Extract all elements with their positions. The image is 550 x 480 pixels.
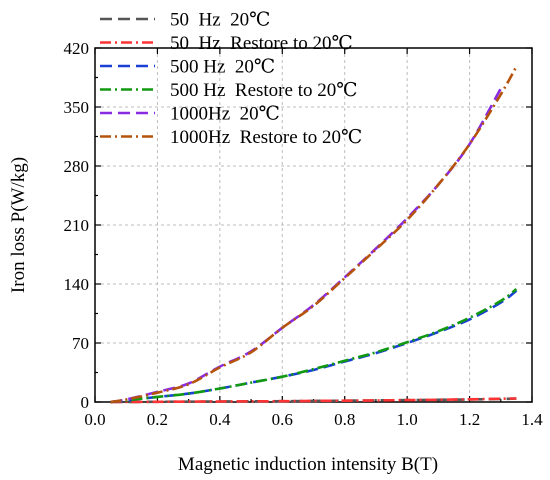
y-tick-label: 350	[64, 98, 90, 117]
y-tick-label: 140	[64, 275, 90, 294]
series-line-1	[110, 397, 517, 404]
series-line-2	[110, 289, 518, 404]
series-line-3	[110, 288, 518, 404]
legend-label-4: 1000Hz 20℃	[170, 104, 280, 125]
y-tick-label: 0	[81, 393, 90, 412]
x-tick-label: 0.8	[334, 410, 355, 429]
x-tick-label: 1.4	[521, 410, 543, 429]
series-lines	[110, 65, 518, 404]
legend-label-5: 1000Hz Restore to 20℃	[170, 127, 362, 148]
legend-label-0: 50 Hz 20℃	[170, 10, 270, 31]
legend: 50 Hz 20℃50 Hz Restore to 20℃ 500 Hz 20℃5…	[100, 10, 362, 148]
legend-label-2: 500 Hz 20℃	[170, 57, 275, 78]
y-tick-label: 280	[64, 157, 90, 176]
x-axis-title: Magnetic induction intensity B(T)	[178, 454, 438, 475]
series-line-4	[110, 87, 502, 404]
y-tick-label: 420	[64, 39, 90, 58]
series-line-5	[110, 65, 518, 404]
x-tick-label: 1.0	[397, 410, 418, 429]
y-tick-label: 210	[64, 216, 90, 235]
legend-label-1: 50 Hz Restore to 20℃	[170, 33, 353, 54]
x-tick-label: 0.6	[272, 410, 293, 429]
y-axis-title: Iron loss P(W/kg)	[8, 157, 29, 293]
x-tick-label: 0.0	[84, 410, 105, 429]
legend-label-3: 500 Hz Restore to 20℃	[170, 80, 357, 101]
y-tick-label: 70	[72, 334, 89, 353]
ticks: 0.0 0.2 0.4 0.6 0.8 1.0 1.2 1.4 0 70 140 210 280 350 4…	[64, 39, 544, 429]
x-tick-label: 1.2	[459, 410, 480, 429]
x-tick-label: 0.2	[147, 410, 168, 429]
series-line-0	[110, 397, 517, 404]
x-tick-label: 0.4	[209, 410, 231, 429]
grid	[95, 48, 532, 402]
